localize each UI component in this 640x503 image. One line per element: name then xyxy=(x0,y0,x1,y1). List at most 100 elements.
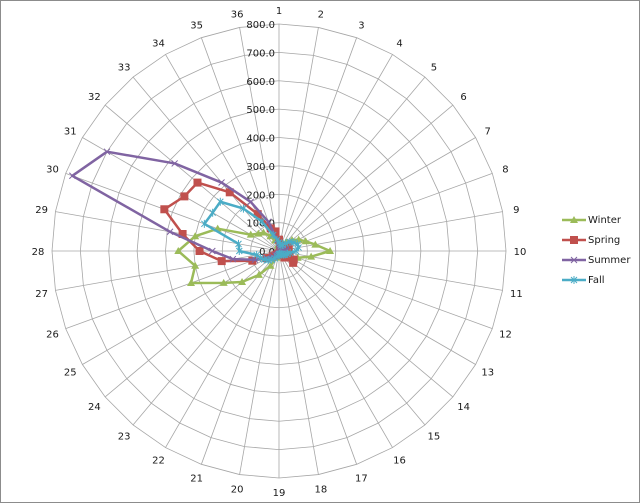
x-marker-icon xyxy=(171,160,179,167)
triangle-marker-icon xyxy=(219,278,228,286)
radial-tick-label: 200.0 xyxy=(246,190,275,201)
radial-tick-label: 400.0 xyxy=(246,134,275,145)
square-marker-icon xyxy=(253,210,262,219)
star-marker-icon xyxy=(256,253,264,262)
legend-item-spring[interactable]: Spring xyxy=(562,230,632,250)
star-marker-icon xyxy=(562,275,586,285)
triangle-marker-icon xyxy=(191,261,200,269)
category-label: 30 xyxy=(46,165,59,176)
category-label: 1 xyxy=(276,6,282,17)
category-label: 25 xyxy=(64,368,77,379)
square-marker-icon xyxy=(271,227,280,236)
x-marker-icon xyxy=(229,255,237,263)
legend: Winter Spring Summer Fall xyxy=(562,210,632,290)
square-marker-icon xyxy=(225,188,234,197)
x-marker-icon xyxy=(166,228,174,236)
grid-spoke xyxy=(278,250,493,330)
square-marker-icon xyxy=(195,247,204,255)
category-label: 23 xyxy=(118,432,131,443)
category-label: 19 xyxy=(273,488,286,499)
grid-spoke xyxy=(278,37,358,252)
category-label: 12 xyxy=(499,329,512,340)
x-marker-icon xyxy=(570,256,578,264)
triangle-marker-icon xyxy=(326,247,335,254)
grid-spoke xyxy=(200,37,280,252)
star-marker-icon xyxy=(253,250,260,259)
category-label: 20 xyxy=(231,484,244,495)
series-fall xyxy=(200,197,302,265)
grid-spoke xyxy=(278,250,358,465)
triangle-marker-icon xyxy=(570,216,578,223)
star-marker-icon xyxy=(292,247,300,255)
star-marker-icon xyxy=(570,276,578,284)
star-marker-icon xyxy=(269,231,277,240)
grid-spoke xyxy=(239,250,280,475)
triangle-marker-icon xyxy=(311,240,320,248)
square-marker-icon xyxy=(217,257,226,266)
x-marker-icon xyxy=(264,218,272,226)
legend-label: Summer xyxy=(588,254,631,266)
star-marker-icon xyxy=(295,243,302,252)
x-marker-icon xyxy=(562,255,586,265)
legend-item-fall[interactable]: Fall xyxy=(562,270,632,290)
category-label: 24 xyxy=(88,402,101,413)
radial-tick-label: 600.0 xyxy=(246,77,275,88)
grid-spoke xyxy=(104,104,280,252)
category-label: 17 xyxy=(355,473,368,484)
grid-spoke xyxy=(278,250,426,426)
triangle-marker-icon xyxy=(301,237,310,245)
radial-tick-label: 800.0 xyxy=(246,20,275,31)
category-label: 14 xyxy=(457,402,470,413)
category-label: 28 xyxy=(32,247,45,258)
category-label: 2 xyxy=(318,10,324,21)
triangle-marker-icon xyxy=(259,228,268,236)
square-marker-icon xyxy=(180,192,189,201)
grid-spoke xyxy=(132,76,280,252)
x-marker-icon xyxy=(247,198,254,206)
grid-spoke xyxy=(278,250,393,448)
category-label: 34 xyxy=(152,38,165,49)
x-marker-icon xyxy=(208,247,216,255)
category-label: 11 xyxy=(510,289,523,300)
category-label: 9 xyxy=(513,205,519,216)
grid-spoke xyxy=(278,250,454,398)
square-marker-icon xyxy=(193,178,202,187)
category-label: 16 xyxy=(393,456,406,467)
category-label: 22 xyxy=(152,456,165,467)
radial-tick-label: 300.0 xyxy=(246,162,275,173)
category-label: 10 xyxy=(514,247,527,258)
grid-spoke xyxy=(55,250,280,291)
x-marker-icon xyxy=(69,172,76,180)
category-label: 3 xyxy=(358,21,364,32)
grid-spoke xyxy=(278,137,476,252)
category-label: 35 xyxy=(190,21,203,32)
category-label: 36 xyxy=(231,10,244,21)
star-marker-icon xyxy=(235,239,242,248)
category-label: 7 xyxy=(485,127,491,138)
data-series xyxy=(69,148,335,287)
grid-spoke xyxy=(278,172,493,252)
star-marker-icon xyxy=(282,239,289,248)
category-label: 33 xyxy=(118,62,131,73)
category-label: 21 xyxy=(190,473,203,484)
triangle-marker-icon xyxy=(246,230,255,238)
square-marker-icon xyxy=(289,258,298,267)
category-label: 18 xyxy=(314,484,327,495)
triangle-marker-icon xyxy=(266,261,275,269)
triangle-marker-icon xyxy=(174,247,183,254)
radial-tick-label: 100.0 xyxy=(246,219,275,230)
category-label: 26 xyxy=(46,329,59,340)
square-marker-icon xyxy=(160,205,169,214)
radial-tick-label: 500.0 xyxy=(246,105,275,116)
grid-spoke xyxy=(82,250,280,365)
star-marker-icon xyxy=(240,204,247,213)
grid-spoke xyxy=(278,250,476,365)
star-marker-icon xyxy=(209,208,217,217)
legend-item-summer[interactable]: Summer xyxy=(562,250,632,270)
grid-spoke xyxy=(200,250,280,465)
star-marker-icon xyxy=(260,255,268,264)
legend-item-winter[interactable]: Winter xyxy=(562,210,632,230)
grid-spoke xyxy=(278,250,319,475)
